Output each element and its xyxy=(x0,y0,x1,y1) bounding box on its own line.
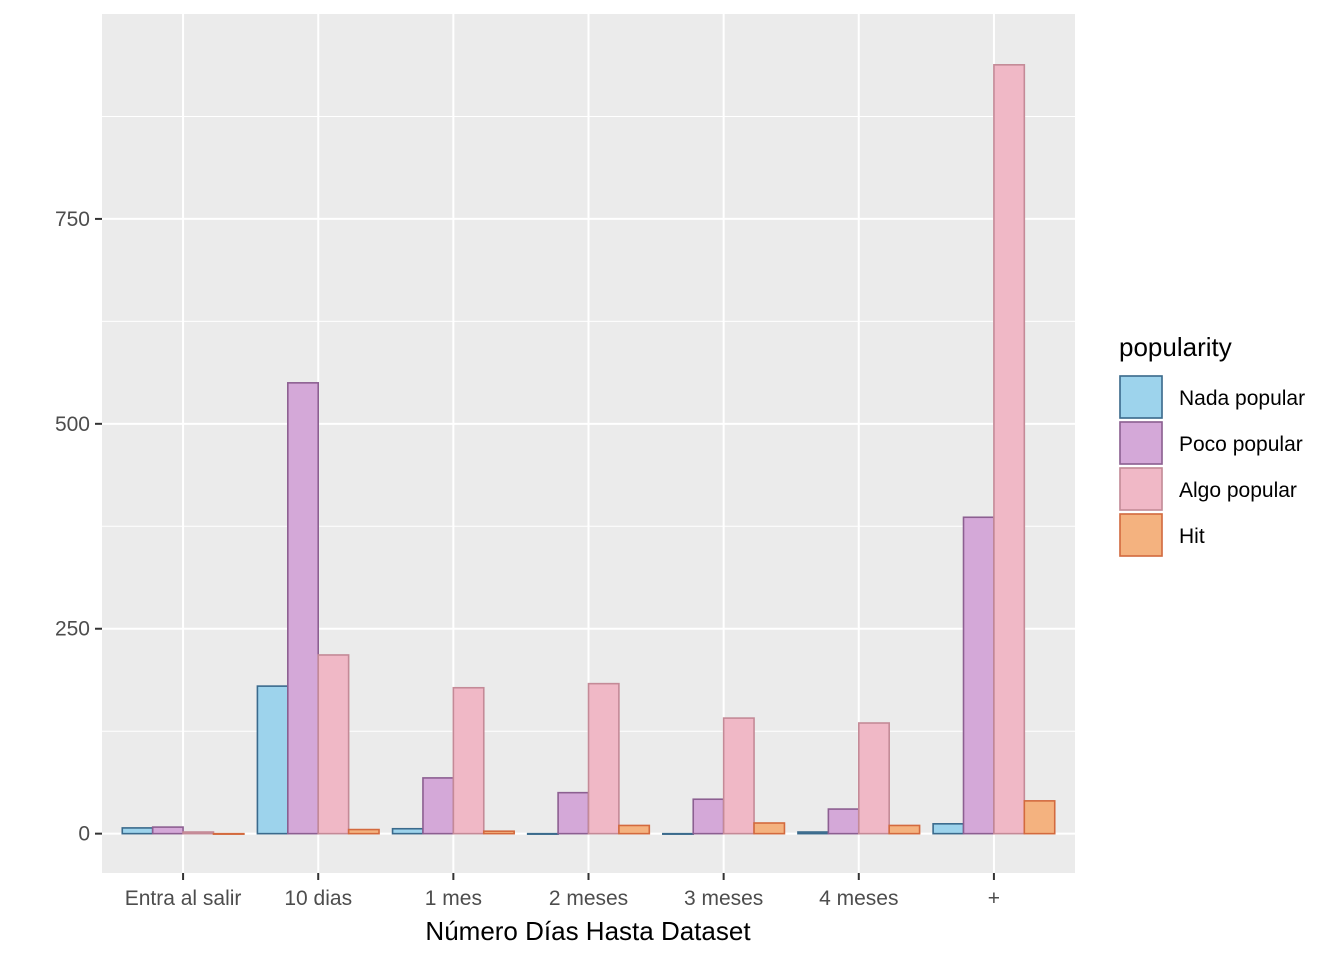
legend-swatch xyxy=(1119,375,1163,419)
bar-poco-popular xyxy=(692,798,725,835)
bar-hit xyxy=(347,828,380,835)
bar-hit xyxy=(482,830,515,835)
bar-hit xyxy=(212,832,245,835)
bar-algo-popular xyxy=(722,717,755,835)
x-tick-label: Entra al salir xyxy=(125,887,242,910)
bar-hit xyxy=(618,824,651,835)
legend-title: popularity xyxy=(1119,332,1232,362)
legend: popularity Nada popular Poco popular Algo … xyxy=(1119,332,1305,557)
x-axis: Entra al salir 10 dias 1 mes 2 meses 3 meses… xyxy=(125,873,1000,910)
bar-nada-popular xyxy=(256,685,289,835)
bars xyxy=(121,64,1056,835)
bar-nada-popular xyxy=(662,832,695,835)
bar-hit xyxy=(1023,800,1056,835)
legend-label: Algo popular xyxy=(1179,479,1297,502)
y-tick-label: 750 xyxy=(55,208,90,231)
x-tick-label: 3 meses xyxy=(684,887,763,910)
x-axis-title: Número Días Hasta Dataset xyxy=(425,916,751,946)
bar-algo-popular xyxy=(857,722,890,835)
bar-poco-popular xyxy=(962,516,995,835)
legend-swatch xyxy=(1119,513,1163,557)
bar-nada-popular xyxy=(797,831,830,835)
bar-hit xyxy=(753,822,786,835)
bar-poco-popular xyxy=(827,808,860,835)
bar-nada-popular xyxy=(932,823,965,835)
legend-label: Poco popular xyxy=(1179,433,1303,456)
bar-hit xyxy=(888,824,921,835)
legend-swatch xyxy=(1119,467,1163,511)
x-tick-label: 10 dias xyxy=(284,887,352,910)
bar-poco-popular xyxy=(422,777,455,835)
legend-label: Nada popular xyxy=(1179,387,1305,410)
legend-swatch xyxy=(1119,421,1163,465)
x-tick-label: 4 meses xyxy=(819,887,898,910)
bar-poco-popular xyxy=(287,382,320,835)
bar-nada-popular xyxy=(526,832,559,835)
x-tick-label: 2 meses xyxy=(549,887,628,910)
bar-algo-popular xyxy=(317,654,350,835)
y-tick-label: 250 xyxy=(55,618,90,641)
bar-algo-popular xyxy=(452,686,485,835)
bar-nada-popular xyxy=(121,827,154,835)
y-tick-label: 500 xyxy=(55,413,90,436)
legend-label: Hit xyxy=(1179,525,1205,548)
bar-algo-popular xyxy=(993,64,1026,835)
bar-algo-popular xyxy=(587,682,620,835)
x-tick-label: 1 mes xyxy=(425,887,482,910)
x-tick-label: + xyxy=(988,887,1000,910)
bar-poco-popular xyxy=(151,826,184,835)
y-tick-label: 0 xyxy=(78,823,90,846)
y-axis: 0 250 500 750 xyxy=(55,208,102,846)
bar-algo-popular xyxy=(182,831,215,835)
bar-nada-popular xyxy=(391,827,424,835)
bar-poco-popular xyxy=(557,791,590,835)
